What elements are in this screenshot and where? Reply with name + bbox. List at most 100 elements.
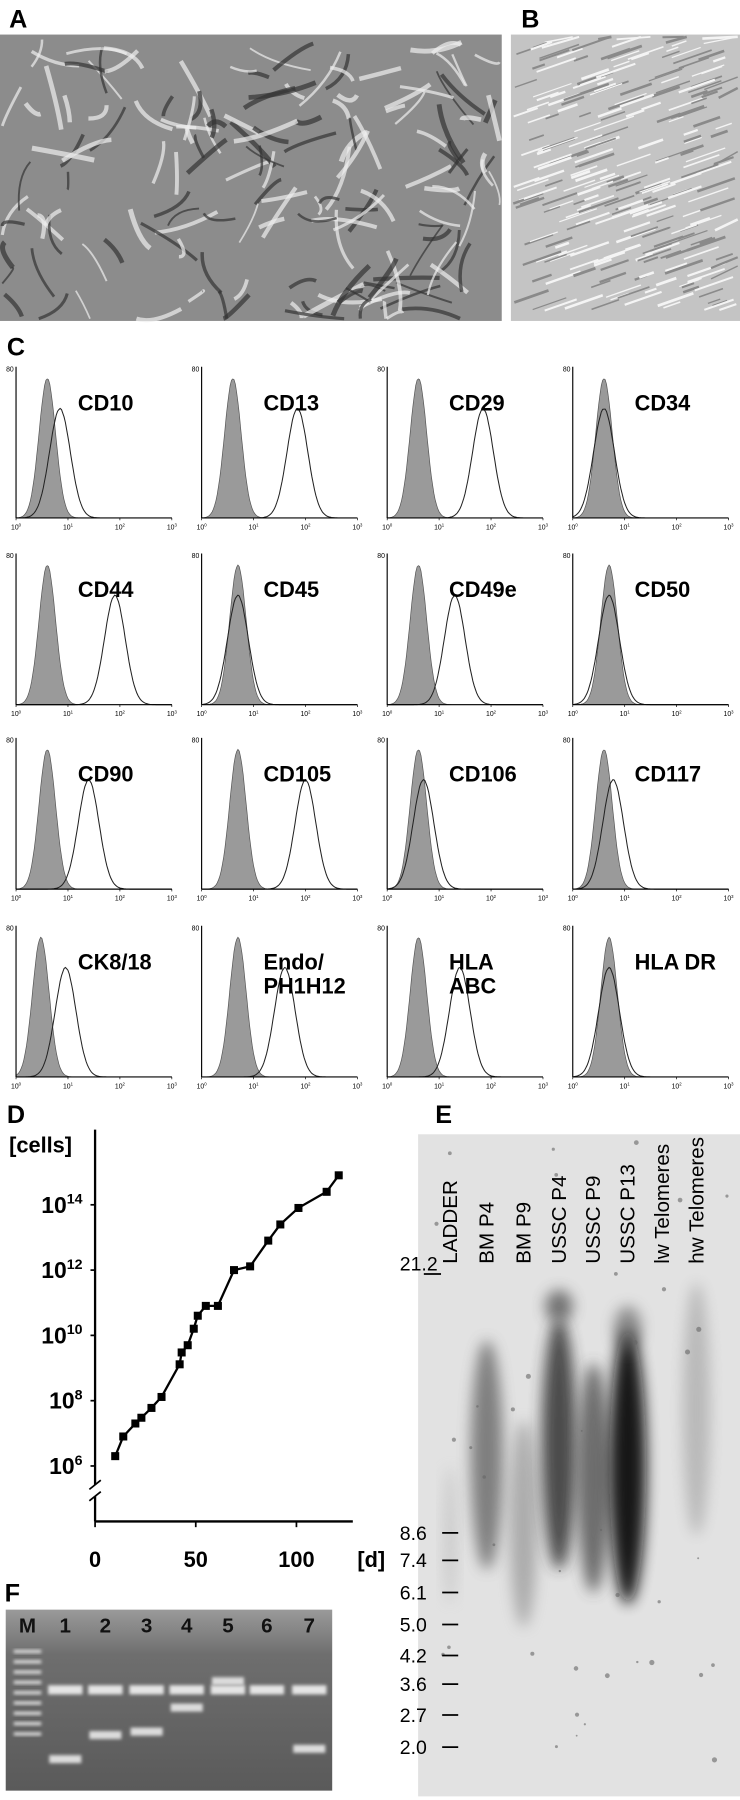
size-label: 5.0 — [400, 1614, 427, 1636]
marker-label: CD106 — [449, 761, 517, 786]
y-tick-label: 106 — [49, 1453, 82, 1479]
cell — [575, 168, 608, 183]
band — [292, 1685, 327, 1695]
x-tick-label-exponent: 2 — [308, 523, 311, 528]
x-tick-label-exponent: 3 — [360, 523, 363, 528]
photo-a-texture — [0, 39, 502, 323]
cell — [605, 284, 642, 298]
x-tick-label-exponent: 1 — [627, 523, 630, 528]
cell — [694, 276, 734, 292]
speck — [554, 1745, 558, 1749]
x-tick-label-exponent: 2 — [308, 894, 311, 899]
marker-label: Endo/ — [263, 949, 323, 974]
x-tick-label-exponent: 1 — [627, 894, 630, 899]
speck — [711, 1663, 715, 1667]
cell — [161, 95, 174, 117]
x-tick-label-exponent: 1 — [71, 894, 74, 899]
cell — [516, 178, 549, 192]
speck — [696, 1326, 702, 1332]
x-tick-label-base: 10 — [352, 524, 360, 531]
x-tick-label: 100 — [197, 894, 208, 903]
x-tick-label-exponent: 0 — [575, 523, 578, 528]
x-tick-label-base: 10 — [620, 1083, 628, 1090]
cell — [712, 56, 726, 63]
cell — [288, 277, 317, 290]
cell — [719, 303, 737, 312]
cell — [576, 150, 590, 157]
cell — [174, 151, 179, 195]
x-tick-label-base: 10 — [434, 1083, 442, 1090]
x-tick-label-exponent: 3 — [731, 709, 734, 714]
x-tick-label-base: 10 — [568, 1083, 576, 1090]
speck — [583, 1723, 586, 1726]
cell — [558, 244, 588, 257]
cell — [0, 240, 15, 270]
x-tick-label: 102 — [115, 709, 126, 718]
x-tick-label-exponent: 0 — [575, 1082, 578, 1087]
x-tick-label: 103 — [352, 1082, 363, 1091]
data-point — [334, 1171, 343, 1180]
data-point — [119, 1432, 128, 1441]
cell — [669, 171, 702, 185]
x-tick-label-base: 10 — [672, 524, 680, 531]
cell — [37, 213, 47, 240]
cell — [578, 197, 619, 214]
gel-f — [5, 1609, 333, 1791]
cell — [103, 46, 145, 70]
cell — [578, 152, 615, 168]
cell — [209, 108, 217, 139]
cell — [637, 248, 672, 262]
cell — [429, 262, 469, 295]
cell — [527, 114, 551, 124]
cell — [576, 204, 592, 211]
cell — [135, 307, 183, 323]
cell — [600, 110, 626, 121]
cell — [635, 252, 654, 262]
x-tick-label-base: 10 — [115, 896, 123, 903]
cell — [31, 145, 95, 163]
speck — [698, 1672, 704, 1678]
x-tick-label-exponent: 1 — [256, 709, 259, 714]
x-tick-label-base: 10 — [197, 1083, 205, 1090]
smear — [509, 1420, 538, 1627]
x-tick-label: 102 — [486, 523, 497, 532]
cell — [336, 93, 360, 103]
cell — [664, 259, 704, 275]
x-tick-label: 103 — [724, 1082, 735, 1091]
cell — [544, 36, 573, 44]
x-tick-label-base: 10 — [63, 1083, 71, 1090]
cell — [718, 86, 739, 99]
cell — [563, 88, 594, 102]
cell — [154, 210, 219, 235]
cell — [545, 113, 559, 120]
x-tick-label: 100 — [382, 894, 393, 903]
cell — [30, 39, 44, 68]
x-tick-label-base: 10 — [724, 896, 732, 903]
cell — [330, 264, 372, 317]
x-tick-label-exponent: 3 — [174, 1082, 177, 1087]
x-tick-label: 103 — [724, 894, 735, 903]
cell — [348, 117, 358, 151]
x-tick-label-base: 10 — [486, 524, 494, 531]
cell — [3, 292, 24, 318]
x-tick-label-exponent: 3 — [546, 1082, 549, 1087]
cell — [613, 60, 630, 68]
cell — [87, 60, 123, 100]
speck — [469, 1446, 473, 1450]
x-tick-label-exponent: 1 — [256, 1082, 259, 1087]
cell — [23, 102, 42, 117]
cell — [595, 216, 614, 225]
x-tick-label-base: 10 — [486, 711, 494, 718]
band — [49, 1755, 82, 1764]
y-tick-label: 80 — [563, 366, 571, 373]
cell — [683, 134, 702, 144]
y-tick-label: 80 — [563, 553, 571, 560]
x-tick-label: 102 — [115, 1082, 126, 1091]
axis-break — [88, 1479, 102, 1491]
lane-label: USSC P4 — [548, 1175, 571, 1263]
lane-label: 7 — [304, 1615, 315, 1638]
x-tick-label-base: 10 — [382, 711, 390, 718]
cell — [533, 169, 565, 183]
x-tick-label-exponent: 3 — [546, 709, 549, 714]
x-tick-label-exponent: 3 — [174, 523, 177, 528]
